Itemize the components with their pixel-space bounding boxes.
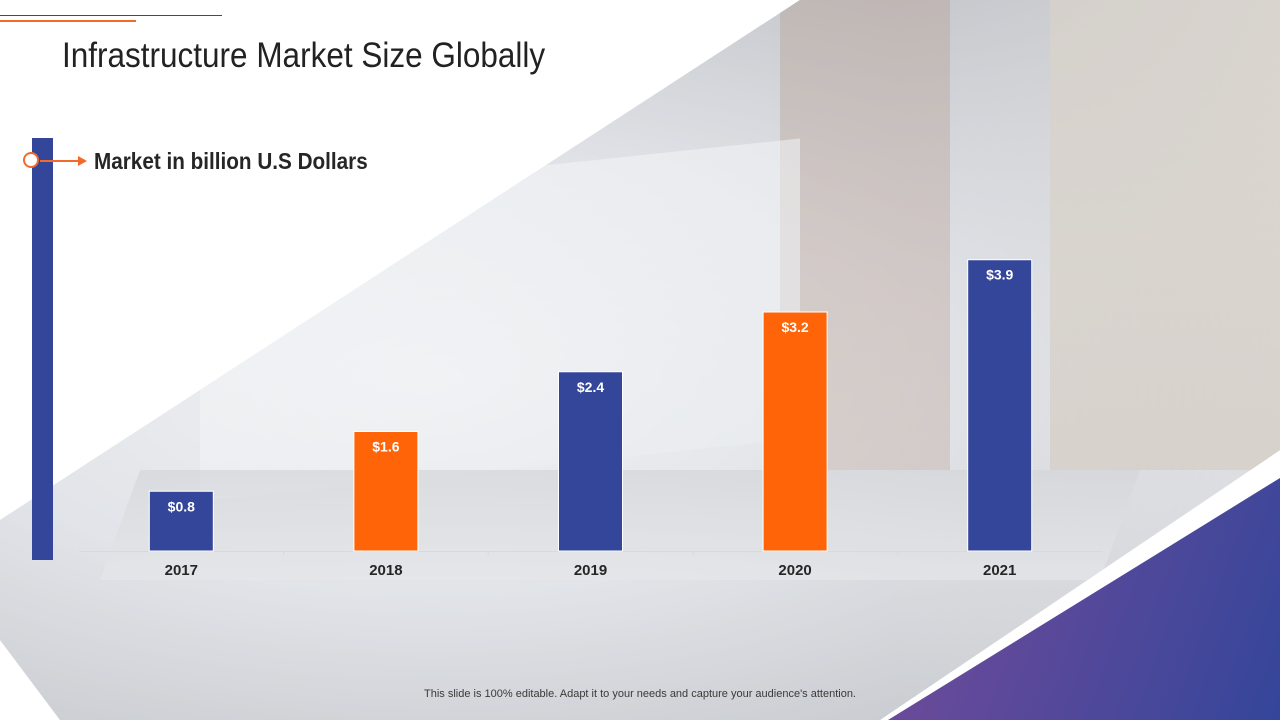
x-tick-label-2019: 2019 (574, 562, 607, 579)
bar-2018 (353, 431, 419, 552)
left-vertical-bar (32, 138, 53, 560)
subtitle-marker-line (40, 160, 80, 162)
data-label-2019: $2.4 (577, 379, 604, 395)
data-label-2021: $3.9 (986, 267, 1013, 283)
data-label-2020: $3.2 (781, 319, 808, 335)
footer-note: This slide is 100% editable. Adapt it to… (424, 688, 856, 700)
x-tick-label-2017: 2017 (165, 562, 198, 579)
data-label-2018: $1.6 (372, 439, 399, 455)
page-title: Infrastructure Market Size Globally (62, 36, 546, 75)
bar-2017 (148, 490, 214, 552)
x-tick-label-2020: 2020 (778, 562, 811, 579)
data-label-2017: $0.8 (168, 498, 195, 514)
x-tick-label-2021: 2021 (983, 562, 1016, 579)
bar-2019 (558, 371, 623, 552)
circle-marker-icon (23, 152, 39, 168)
chart-title: Market in billion U.S Dollars (94, 148, 368, 174)
arrow-right-icon (78, 156, 87, 166)
top-accent-line-blue (0, 15, 222, 16)
x-tick-label-2018: 2018 (369, 562, 402, 579)
top-accent-line-orange (0, 20, 136, 22)
bar-2020 (762, 311, 828, 552)
bar-2021 (967, 259, 1033, 552)
background-shelf (1050, 0, 1280, 470)
